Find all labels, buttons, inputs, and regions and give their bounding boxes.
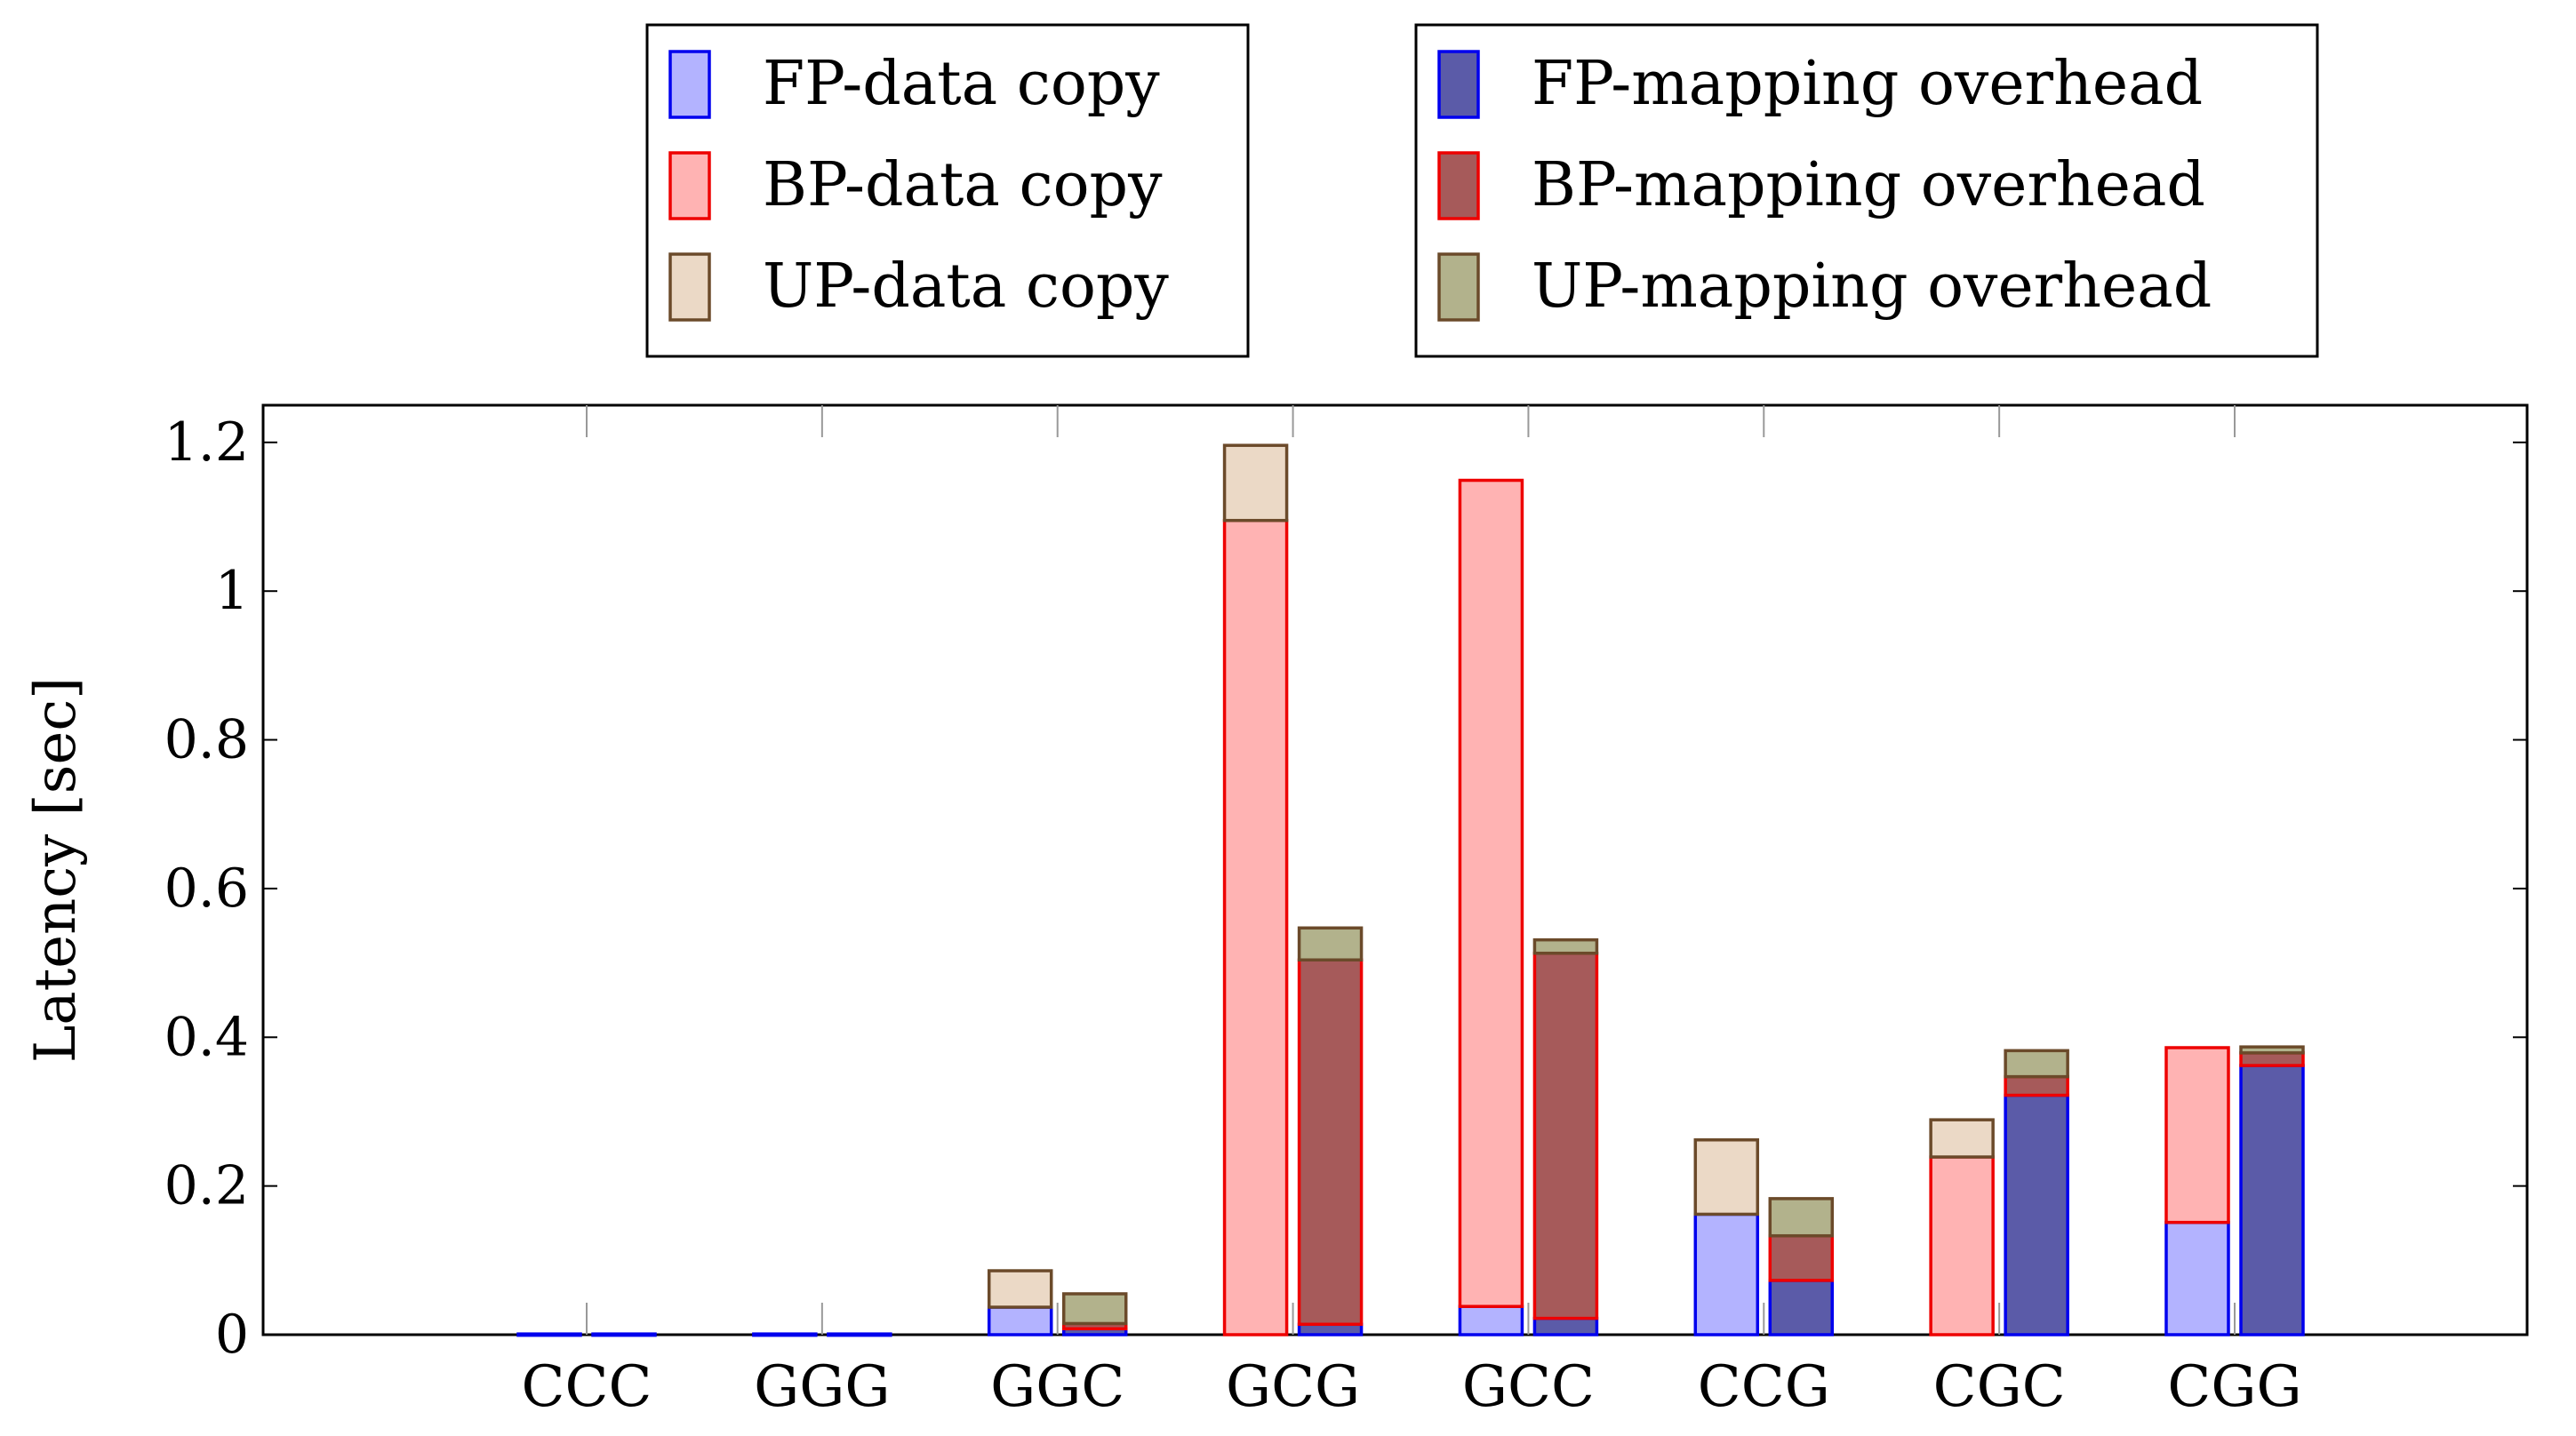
legend-label-fp-data-copy: FP-data copy: [763, 49, 1160, 119]
bar-cgc-bp-data-copy: [1929, 1155, 1995, 1336]
bar-gcc-fp-mapping-overhead: [1532, 1316, 1599, 1336]
x-tick-label-ccg: CCG: [1698, 1354, 1830, 1420]
x-tick-label-ggg: GGG: [754, 1354, 890, 1420]
bar-ccg-bp-mapping-overhead: [1768, 1233, 1835, 1282]
bar-cgg-bp-mapping-overhead: [2239, 1051, 2305, 1067]
bar-ggg-fp-data-copy: [752, 1332, 818, 1337]
legend-swatch-bp-mapping-overhead: [1437, 151, 1480, 220]
bar-ccg-up-mapping-overhead: [1768, 1197, 1835, 1238]
y-tick-label: 0.4: [164, 1006, 249, 1068]
plot-frame: [261, 403, 2529, 1336]
bar-cgc-fp-mapping-overhead: [2004, 1093, 2069, 1336]
legend-swatch-up-mapping-overhead: [1437, 252, 1480, 322]
x-tick-label-cgg: CGG: [2167, 1354, 2301, 1420]
x-tick-label-cgc: CGC: [1933, 1354, 2066, 1420]
bar-gcc-fp-data-copy: [1458, 1304, 1524, 1336]
bar-cgg-up-mapping-overhead: [2239, 1045, 2305, 1055]
bar-cgg-fp-mapping-overhead: [2239, 1064, 2305, 1336]
y-axis-label: Latency [sec]: [23, 677, 89, 1063]
x-tick-label-ccc: CCC: [522, 1354, 652, 1420]
bar-gcc-bp-data-copy: [1458, 478, 1524, 1308]
bar-ggc-up-data-copy: [987, 1269, 1053, 1309]
bar-cgc-up-mapping-overhead: [2004, 1049, 2069, 1079]
y-tick-label: 1: [215, 560, 249, 622]
legend: FP-data copy BP-data copy UP-data copy FP-m…: [645, 23, 2319, 358]
bar-gcc-bp-mapping-overhead: [1532, 951, 1599, 1320]
x-tick-label-gcc: GCC: [1462, 1354, 1595, 1420]
legend-swatch-fp-mapping-overhead: [1437, 50, 1480, 119]
bar-ccc-fp-mapping-overhead: [591, 1332, 657, 1337]
bar-ccg-fp-mapping-overhead: [1768, 1279, 1835, 1336]
legend-label-up-mapping-overhead: UP-mapping overhead: [1532, 251, 2212, 322]
bar-gcc-up-mapping-overhead: [1532, 937, 1599, 955]
bar-ccg-up-data-copy: [1693, 1138, 1760, 1217]
y-tick-label: 0.8: [164, 709, 249, 771]
bar-ccg-fp-data-copy: [1693, 1212, 1760, 1336]
legend-swatch-up-data-copy: [668, 252, 711, 322]
bar-cgc-up-data-copy: [1929, 1118, 1995, 1159]
bar-cgg-bp-data-copy: [2164, 1046, 2230, 1225]
x-tick-label-gcg: GCG: [1226, 1354, 1360, 1420]
bar-ggc-up-mapping-overhead: [1061, 1292, 1128, 1326]
legend-label-bp-data-copy: BP-data copy: [763, 150, 1163, 220]
bar-gcg-up-mapping-overhead: [1297, 926, 1364, 962]
bar-ccc-fp-data-copy: [516, 1332, 582, 1337]
bars: [516, 443, 2305, 1337]
bar-cgc-bp-mapping-overhead: [2004, 1074, 2069, 1097]
y-tick-label: 0.6: [164, 858, 249, 920]
bar-cgg-fp-data-copy: [2164, 1220, 2230, 1336]
bar-gcg-bp-data-copy: [1222, 518, 1289, 1336]
legend-box-1: [645, 23, 1250, 358]
legend-label-up-data-copy: UP-data copy: [763, 251, 1169, 322]
y-tick-label: 1.2: [164, 411, 249, 474]
bar-ggc-fp-data-copy: [987, 1305, 1053, 1336]
axes: 0 0.2 0.4 0.6 0.8 1 1.2 Latency [sec] CCC GGG GGC G…: [23, 403, 2529, 1420]
legend-swatch-fp-data-copy: [668, 50, 711, 119]
bar-gcg-up-data-copy: [1222, 443, 1289, 523]
y-tick-label: 0: [215, 1304, 249, 1366]
bar-ggg-fp-mapping-overhead: [827, 1332, 892, 1337]
legend-label-fp-mapping-overhead: FP-mapping overhead: [1532, 49, 2203, 119]
bar-gcg-bp-mapping-overhead: [1297, 958, 1364, 1327]
x-tick-label-ggc: GGC: [990, 1354, 1124, 1420]
y-tick-label: 0.2: [164, 1155, 249, 1217]
legend-swatch-bp-data-copy: [668, 151, 711, 220]
bar-gcg-fp-mapping-overhead: [1297, 1322, 1364, 1336]
legend-label-bp-mapping-overhead: BP-mapping overhead: [1532, 150, 2205, 220]
legend-box-2: [1414, 23, 2319, 358]
